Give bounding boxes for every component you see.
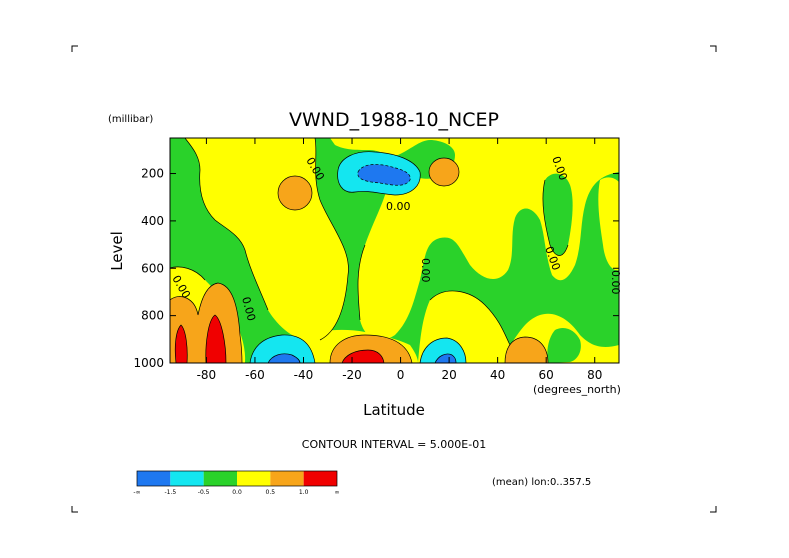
colorbar-label: 0.5 [266,489,276,496]
x-tick-label: 40 [490,368,505,382]
yellow-region-6 [598,177,619,271]
red-core-1 [174,324,188,363]
x-tick-label: -40 [294,368,314,382]
colorbar-label: -∞ [133,489,140,496]
plot-frame [169,137,620,364]
y-tick-label: 800 [141,309,164,323]
x-tick-label: -20 [342,368,362,382]
y-axis-label: Level [108,231,126,271]
colorbar-label: ∞ [335,489,340,496]
x-tick-label: 0 [397,368,405,382]
colorbar: -∞ -1.5 -0.5 0.0 0.5 1.0 ∞ [133,470,340,496]
y-units-label: (millibar) [108,114,153,125]
blue-core-surface-right [434,353,457,363]
colorbar-swatch [270,471,304,486]
red-core-2 [205,314,227,363]
x-tick-label: -60 [245,368,265,382]
blue-core-surface-left [267,353,301,363]
colorbar-label: 1.0 [299,489,309,496]
y-tick-label: 600 [141,261,164,275]
zero-contours [170,138,569,346]
contour-label: 0.00 [609,270,622,295]
y-tick-label: 1000 [133,356,164,370]
x-tick-label: 60 [539,368,554,382]
contour-label: 0.00 [239,295,258,322]
colorbar-label: 0.0 [232,489,242,496]
orange-blob-200mb-right [428,157,460,187]
plot-area [170,138,619,363]
colorbar-swatch [170,471,204,486]
subset-note: (mean) lon:0..357.5 [492,477,591,488]
crop-marks [71,45,717,513]
colorbar-swatch [237,471,271,486]
y-tick-label: 400 [141,214,164,228]
x-units-label: (degrees_north) [533,383,621,396]
blue-core-200mb [357,164,411,186]
y-axis-ticks: 200 400 600 800 1000 [133,167,619,370]
x-axis-label: Latitude [363,401,425,419]
y-tick-label: 200 [141,167,164,181]
colorbar-swatch [137,471,171,486]
contour-label: 0.00 [419,258,432,283]
colorbar-label: -0.5 [198,489,210,496]
colorbar-swatch [203,471,237,486]
orange-blob-200mb-left [277,175,313,211]
contour-interval-text: CONTOUR INTERVAL = 5.000E-01 [302,438,486,451]
colorbar-label: -1.5 [164,489,176,496]
orange-blob-surface-right [504,336,549,363]
contour-label: 0.00 [386,200,411,213]
chart-title: VWND_1988-10_NCEP [289,109,499,131]
green-island-2 [547,328,581,363]
x-axis-ticks: -80 -60 -40 -20 0 20 40 60 80 [197,138,602,382]
colorbar-frame [136,470,338,487]
cyan-region-surface-right [419,337,467,363]
x-tick-label: 80 [587,368,602,382]
x-tick-label: 20 [441,368,456,382]
green-island-1 [542,173,573,256]
colorbar-swatch [303,471,337,486]
x-tick-label: -80 [197,368,217,382]
cyan-region-surface-left [249,334,316,363]
